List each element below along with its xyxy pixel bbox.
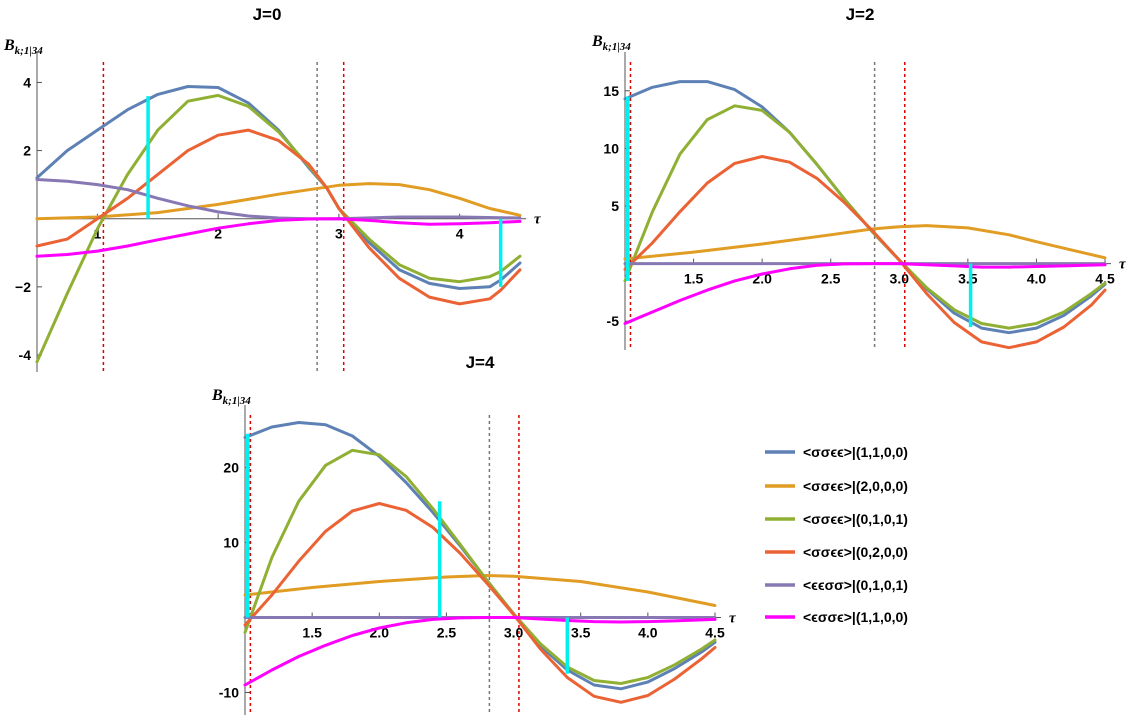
legend: <σσϵϵ>|(1,1,0,0) <σσϵϵ>|(2,0,0,0) <σσϵϵ>… [765,444,908,625]
y-tick-label: 5 [611,198,619,214]
legend-label-1: <σσϵϵ>|(1,1,0,0) [803,444,908,460]
x-tick-label: 3.5 [958,271,978,287]
y-axis-label: Bk;1|34 [591,33,631,53]
legend-label-4: <σσϵϵ>|(0,2,0,0) [803,544,908,560]
y-axis-label-subscript: k;1|34 [603,41,632,53]
series-line-4 [35,128,522,306]
x-tick-label: 2.5 [437,625,457,641]
x-tick-label: 2.5 [821,271,841,287]
x-tick-label: 2 [214,226,222,242]
y-tick-label: 15 [603,83,619,99]
series-line-2 [623,224,1107,261]
legend-label-2: <σσϵϵ>|(2,0,0,0) [803,478,908,494]
chart-title: J=0 [253,5,282,24]
y-axis-label-main: B [591,33,603,50]
y-axis-label-main: B [211,387,223,404]
x-tick-label: 3 [335,226,343,242]
x-tick-label: 3.0 [890,271,910,287]
series-line-4 [243,502,717,704]
x-tick-label: 4 [456,226,464,242]
x-tick-label: 3.0 [504,625,524,641]
legend-label-3: <σσϵϵ>|(0,1,0,1) [803,511,908,527]
x-axis-label: τ [729,611,737,627]
x-tick-label: 4.0 [638,625,658,641]
series-line-6 [623,262,1107,325]
y-tick-label: −2 [15,279,31,295]
chart-title: J=2 [846,5,875,24]
y-tick-label: -4 [19,347,32,363]
legend-label-6: <ϵσσϵ>|(1,1,0,0) [803,609,908,625]
x-tick-label: 1.5 [302,625,322,641]
x-axis-label: τ [1119,257,1127,273]
legend-label-5: <ϵϵσσ>|(0,1,0,1) [803,577,908,593]
x-tick-label: 1.5 [684,271,704,287]
y-tick-label: 4 [23,74,31,90]
y-axis-label: Bk;1|34 [3,37,43,57]
y-tick-label: 10 [223,535,239,551]
series-line-5 [35,178,522,221]
x-tick-label: 4.5 [1095,271,1115,287]
x-tick-label: 4.5 [705,625,725,641]
series-line-3 [243,448,717,685]
y-tick-label: 10 [603,140,619,156]
y-axis-label-subscript: k;1|34 [15,45,44,57]
chart-panel-j0: J=0 Bk;1|34 τ 1 2 3 4 -4 −2 2 4 [3,5,542,372]
y-tick-label: -10 [219,685,239,701]
x-axis-label: τ [534,212,542,228]
series-line-4 [623,155,1107,350]
series-line-6 [35,217,522,258]
y-axis-label: Bk;1|34 [211,387,251,407]
chart-title: J=4 [466,353,495,372]
x-tick-label: 3.5 [571,625,591,641]
x-tick-label: 4.0 [1027,271,1047,287]
y-tick-label: -5 [607,313,620,329]
series-line-2 [35,182,522,221]
series-line-3 [35,93,522,364]
x-tick-label: 1 [93,226,101,242]
y-tick-label: 2 [23,143,31,159]
y-tick-label: 20 [223,460,239,476]
series-line-2 [243,574,717,607]
series-line-6 [243,616,717,687]
y-axis-label-main: B [3,37,15,54]
y-axis-label-subscript: k;1|34 [223,395,252,407]
